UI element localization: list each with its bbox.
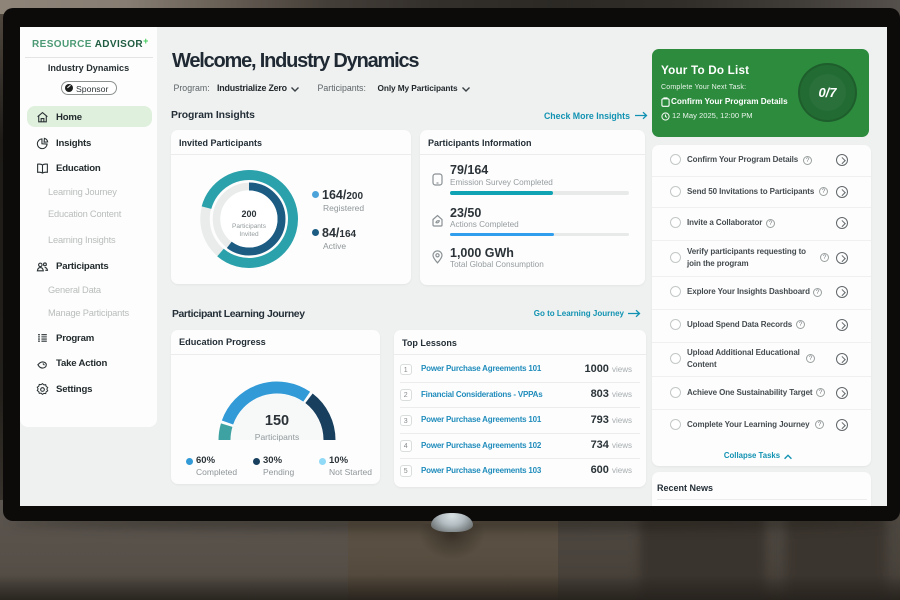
svg-text:Participants: Participants	[232, 223, 267, 230]
svg-text:200: 200	[241, 209, 256, 219]
svg-text:Invited: Invited	[239, 231, 259, 238]
